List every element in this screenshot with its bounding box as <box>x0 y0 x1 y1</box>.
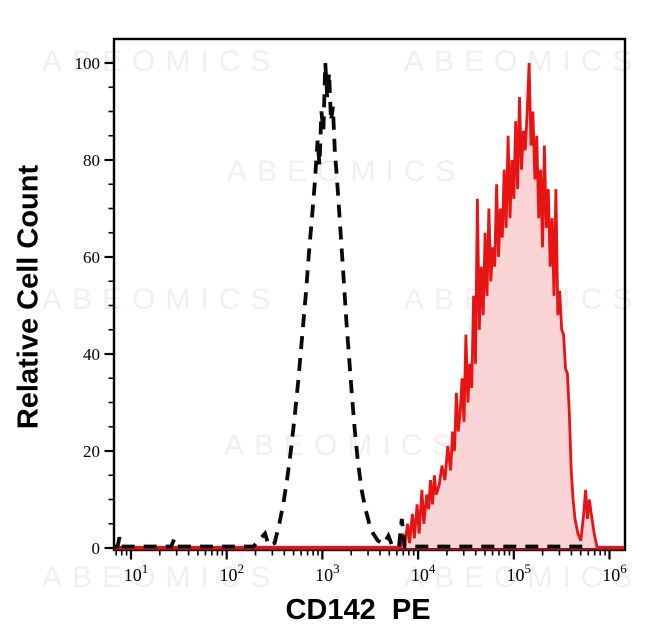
y-axis-tick-label: 80 <box>83 151 100 170</box>
watermark-text: ABEOMICS <box>42 283 281 316</box>
x-axis-tick-label: 102 <box>219 561 244 585</box>
watermark-text: ABEOMICS <box>404 561 643 594</box>
stained-histogram-fill <box>114 63 624 548</box>
y-axis-tick-label: 60 <box>83 248 100 267</box>
y-axis-tick-label: 100 <box>75 54 101 73</box>
watermark-text: ABEOMICS <box>42 45 281 78</box>
y-axis-title: Relative Cell Count <box>12 164 45 430</box>
x-axis-tick-label: 104 <box>411 561 436 585</box>
watermark-text: ABEOMICS <box>404 45 643 78</box>
x-axis-tick-label: 103 <box>315 561 340 585</box>
watermark-text: ABEOMICS <box>224 429 463 462</box>
x-axis-tick-label: 106 <box>602 561 627 585</box>
y-axis-tick-label: 40 <box>83 345 100 364</box>
stained-histogram-curve <box>114 62 624 549</box>
x-axis-title: CD142 PE <box>285 594 431 626</box>
watermark-text: ABEOMICS <box>227 155 466 188</box>
isotype-control-curve <box>114 62 587 549</box>
x-axis-tick-label: 105 <box>507 561 532 585</box>
y-axis-tick-label: 20 <box>83 442 100 461</box>
x-axis-tick-label: 101 <box>124 561 149 585</box>
y-axis-tick-label: 0 <box>92 539 101 558</box>
watermark-text: ABEOMICS <box>42 561 281 594</box>
